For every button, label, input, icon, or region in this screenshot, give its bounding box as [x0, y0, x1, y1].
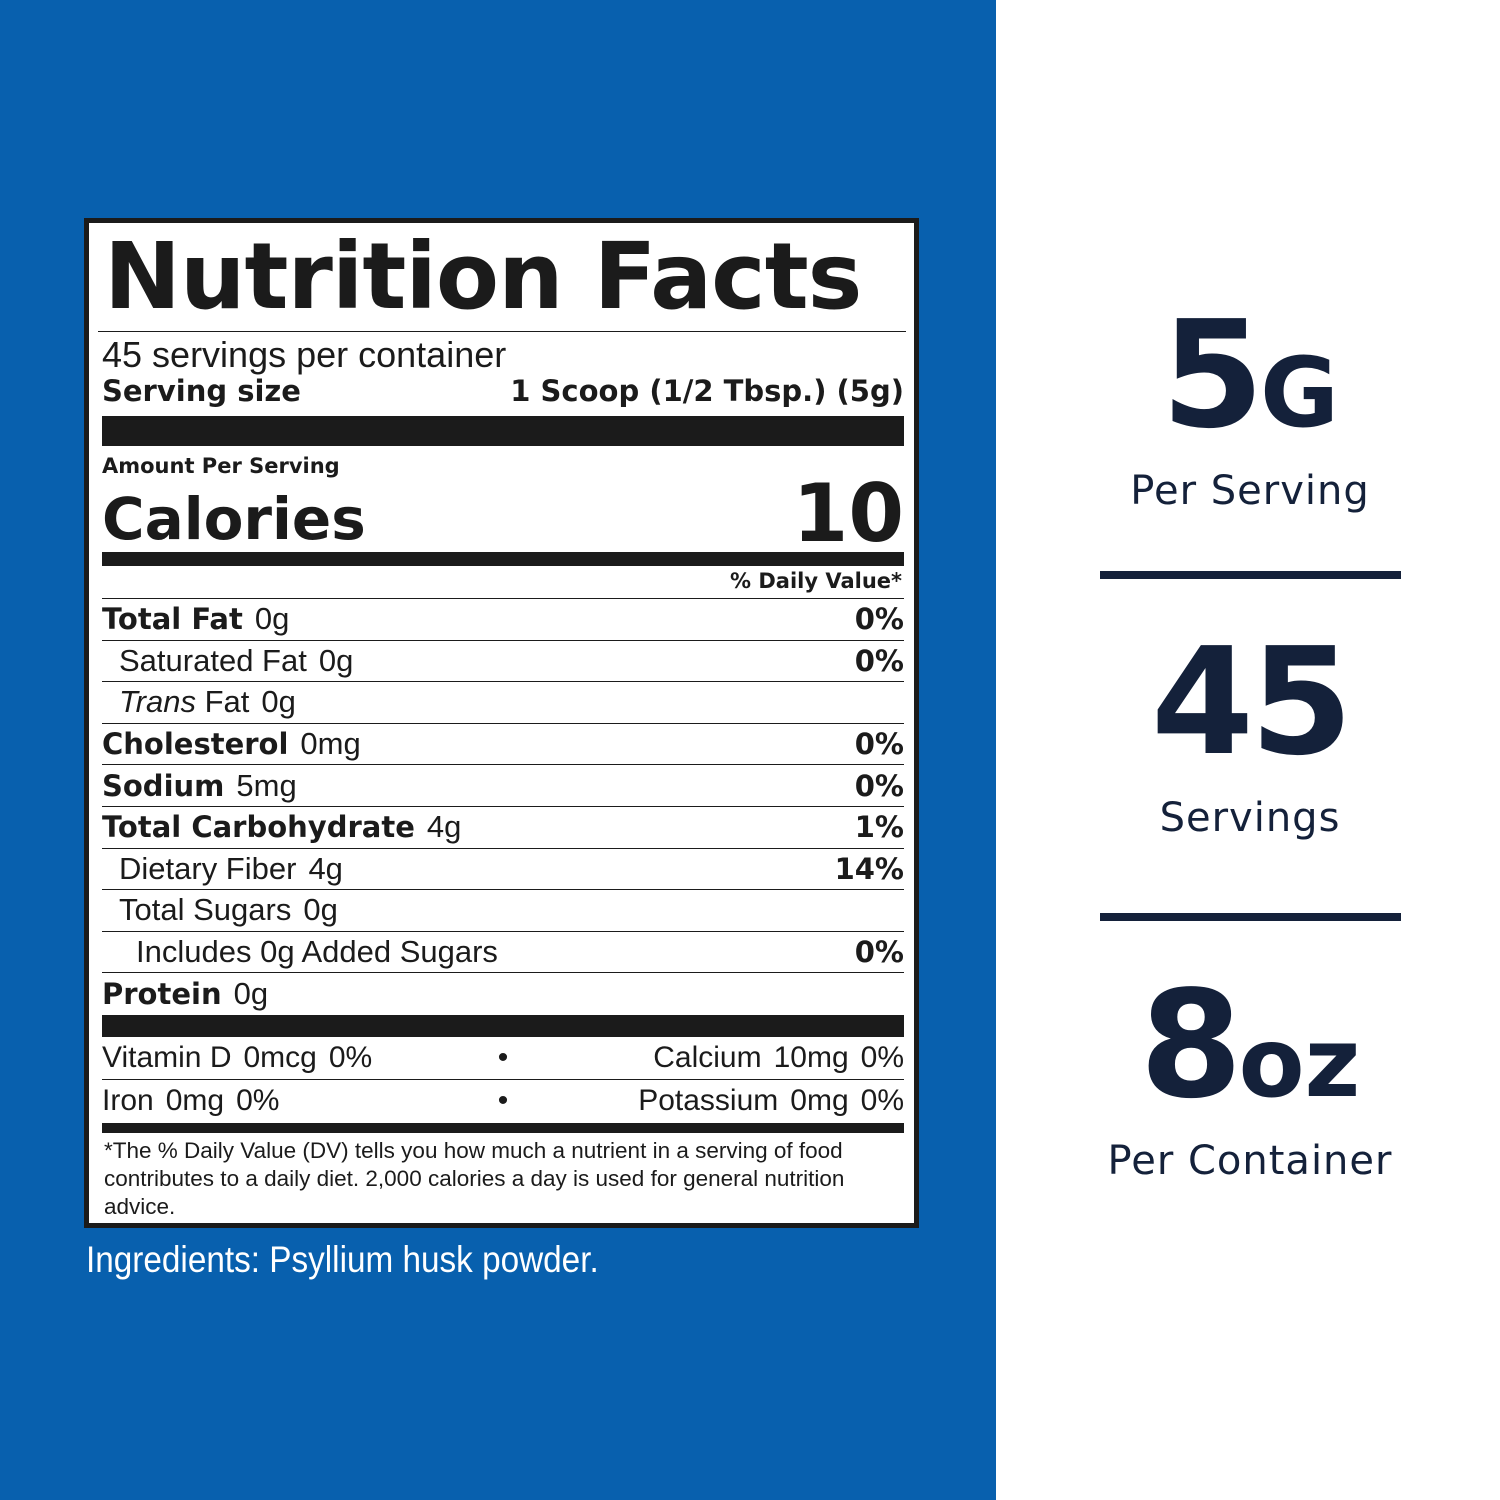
thick-rule — [102, 416, 904, 446]
nutrient-row-saturated-fat: Saturated Fat 0g 0% — [102, 641, 904, 683]
stat-per-serving: 5G Per Serving — [1000, 300, 1500, 514]
bullet-separator: • — [497, 1040, 509, 1074]
calories-label: Calories — [102, 485, 366, 553]
nutrient-amount: 5mg — [236, 767, 297, 803]
stat-divider — [1100, 571, 1401, 579]
stat-caption: Servings — [1159, 795, 1341, 841]
stat-value: 8oz — [1139, 959, 1361, 1131]
nutrient-name: Total Carbohydrate — [102, 810, 415, 845]
medium-rule — [102, 552, 904, 566]
serving-size-label: Serving size — [102, 374, 301, 408]
ingredients-text: Ingredients: Psyllium husk powder. — [86, 1239, 599, 1280]
label-title: Nutrition Facts — [104, 223, 862, 330]
nutrient-name: Protein — [102, 977, 222, 1012]
nutrient-dv: 0% — [854, 935, 904, 970]
nutrient-row-dietary-fiber: Dietary Fiber 4g 14% — [102, 849, 904, 891]
nutrient-dv: 0% — [854, 602, 904, 637]
stat-servings: 45 Servings — [1000, 627, 1500, 841]
stat-value: 45 — [1151, 616, 1353, 788]
nutrient-amount: 4g — [308, 850, 343, 886]
nutrient-row-trans-fat: Trans Fat 0g — [102, 682, 904, 724]
stat-unit: oz — [1238, 1007, 1361, 1119]
stat-per-container: 8oz Per Container — [1000, 970, 1500, 1184]
stat-value: 5G — [1161, 289, 1339, 461]
vitamin-name: Calcium — [653, 1040, 762, 1074]
stat-caption: Per Container — [1107, 1138, 1393, 1184]
nutrient-row-total-carbohydrate: Total Carbohydrate 4g 1% — [102, 807, 904, 849]
nutrient-row-total-sugars: Total Sugars 0g — [102, 890, 904, 932]
nutrient-dv: 0% — [854, 727, 904, 762]
nutrient-amount: 0g — [254, 601, 290, 637]
vitamin-row: Vitamin D 0mcg 0% • Calcium 10mg 0% — [102, 1037, 904, 1080]
vitamin-row: Iron 0mg 0% • Potassium 0mg 0% — [102, 1080, 904, 1123]
nutrient-list: Total Fat 0g 0% Saturated Fat 0g 0% Trans … — [98, 599, 906, 1015]
vitamin-dv: 0% — [860, 1040, 904, 1074]
nutrient-row-total-fat: Total Fat 0g 0% — [102, 599, 904, 641]
divider-line — [98, 331, 906, 332]
nutrient-row-protein: Protein 0g — [102, 973, 904, 1015]
nutrient-name: Includes 0g Added Sugars — [136, 934, 498, 970]
vitamin-dv: 0% — [236, 1084, 280, 1118]
nutrient-amount: 0mg — [300, 726, 361, 762]
serving-size-value: 1 Scoop (1/2 Tbsp.) (5g) — [510, 374, 904, 408]
vitamin-left: Iron 0mg 0% — [102, 1084, 483, 1118]
vitamin-dv: 0% — [328, 1040, 373, 1074]
vitamin-name: Iron — [102, 1084, 154, 1118]
stat-unit: G — [1260, 337, 1339, 449]
nutrient-dv: 0% — [854, 768, 904, 803]
stat-caption: Per Serving — [1130, 468, 1370, 514]
vitamin-dv: 0% — [860, 1084, 904, 1118]
nutrition-facts-label: Nutrition Facts 45 servings per containe… — [84, 218, 919, 1228]
nutrient-amount: 0g — [261, 684, 296, 720]
vitamin-left: Vitamin D 0mcg 0% — [102, 1041, 483, 1075]
nutrient-name: Saturated Fat — [119, 642, 307, 678]
calories-value: 10 — [792, 467, 904, 560]
daily-value-footnote: *The % Daily Value (DV) tells you how mu… — [104, 1137, 845, 1219]
daily-value-header: % Daily Value* — [102, 566, 904, 599]
vitamin-name: Vitamin D — [102, 1040, 232, 1074]
vitamin-amount: 0mg — [790, 1084, 849, 1118]
servings-per-container: 45 servings per container — [102, 334, 507, 375]
nutrient-name: Cholesterol — [102, 727, 289, 762]
nutrient-name-italic: Trans — [119, 684, 196, 720]
calories-row: Calories 10 — [98, 467, 906, 560]
vitamin-amount: 0mcg — [243, 1040, 317, 1074]
stat-divider — [1100, 913, 1401, 921]
bullet-separator: • — [497, 1084, 509, 1118]
medium-rule — [102, 1122, 904, 1133]
amount-per-serving: Amount Per Serving — [102, 454, 340, 478]
nutrient-amount: 0g — [233, 976, 269, 1012]
nutrient-amount: 0g — [303, 892, 338, 928]
thick-rule — [102, 1014, 904, 1037]
vitamin-name: Potassium — [638, 1084, 779, 1118]
nutrient-row-sodium: Sodium 5mg 0% — [102, 765, 904, 807]
nutrient-dv: 1% — [854, 810, 904, 845]
nutrient-row-cholesterol: Cholesterol 0mg 0% — [102, 724, 904, 766]
nutrient-name: Total Sugars — [119, 892, 292, 928]
vitamin-amount: 10mg — [773, 1040, 849, 1074]
serving-size-row: Serving size 1 Scoop (1/2 Tbsp.) (5g) — [98, 374, 906, 408]
nutrient-amount: 4g — [426, 809, 462, 845]
vitamin-right: Calcium 10mg 0% — [523, 1041, 904, 1075]
nutrient-amount: 0g — [318, 642, 354, 678]
nutrient-name: Dietary Fiber — [119, 850, 297, 886]
nutrient-dv: 0% — [854, 643, 904, 678]
nutrient-name: Sodium — [102, 768, 225, 803]
nutrient-name: Fat — [195, 684, 250, 720]
vitamin-right: Potassium 0mg 0% — [523, 1084, 904, 1118]
vitamin-amount: 0mg — [165, 1084, 225, 1118]
nutrient-row-added-sugars: Includes 0g Added Sugars 0% — [102, 932, 904, 974]
nutrient-name: Total Fat — [102, 602, 243, 637]
nutrient-dv: 14% — [834, 851, 904, 886]
